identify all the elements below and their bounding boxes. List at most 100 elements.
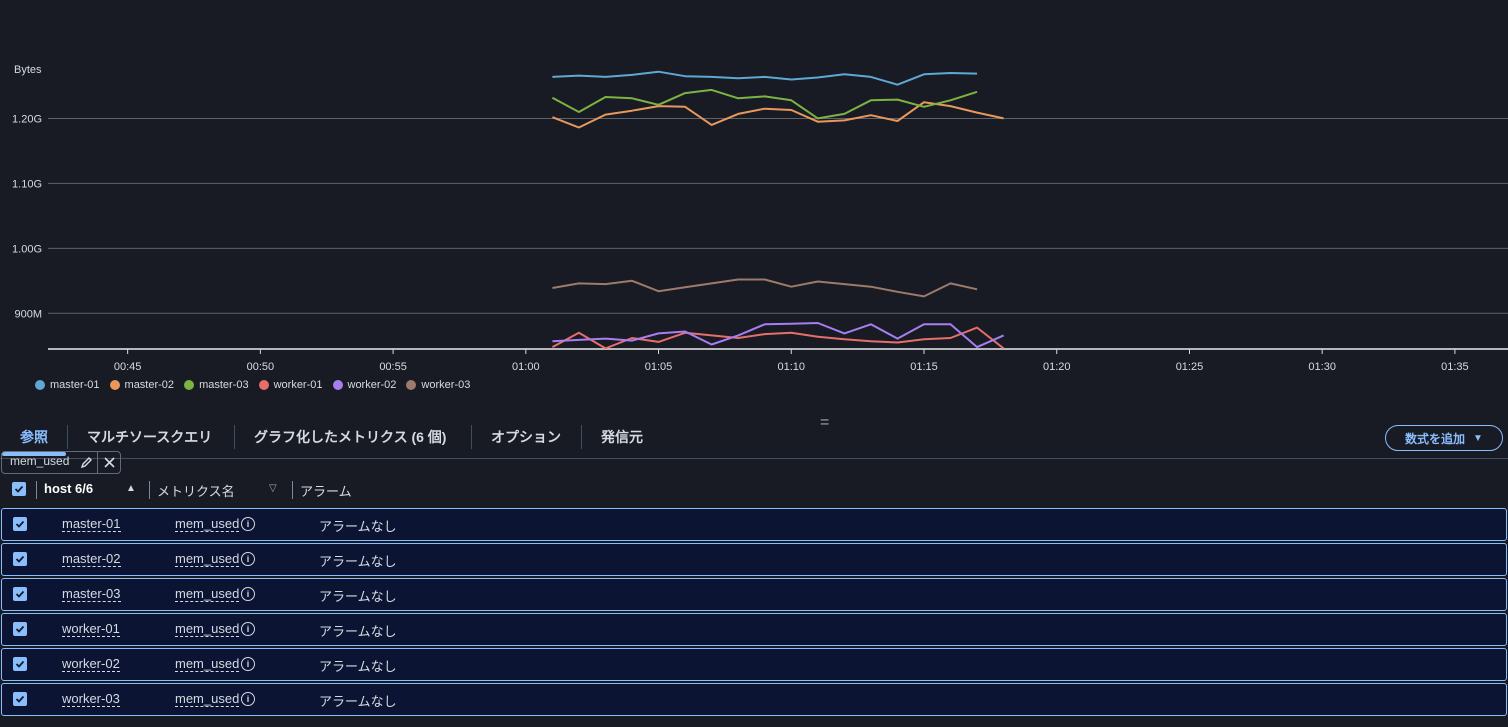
table-row[interactable]: worker-03 mem_used i アラームなし	[1, 683, 1507, 716]
legend-item-worker-02[interactable]: worker-02	[332, 379, 397, 391]
legend-swatch	[332, 380, 343, 390]
column-header-host[interactable]: host 6/6	[44, 481, 94, 496]
tab-bar: = 参照 マルチソースクエリ グラフ化したメトリクス (6 個) オプション 発…	[0, 414, 1508, 459]
x-tick-label: 01:15	[910, 361, 938, 373]
legend-label: master-03	[199, 379, 249, 391]
x-tick-label: 00:55	[379, 361, 407, 373]
column-divider	[292, 481, 293, 499]
y-axis-unit-label: Bytes	[14, 64, 42, 76]
legend-item-worker-03[interactable]: worker-03	[406, 379, 470, 391]
y-tick-label: 900M	[14, 308, 42, 320]
check-icon	[15, 695, 25, 703]
check-icon	[15, 520, 25, 528]
host-link[interactable]: master-02	[62, 551, 121, 567]
legend-label: worker-03	[421, 379, 471, 391]
host-link[interactable]: master-01	[62, 516, 121, 532]
alarm-status: アラームなし	[319, 589, 397, 604]
legend-swatch	[109, 380, 120, 390]
x-tick-label: 00:50	[247, 361, 275, 373]
table-row[interactable]: master-01 mem_used i アラームなし	[1, 508, 1507, 541]
column-divider	[149, 481, 150, 499]
close-icon[interactable]	[97, 452, 120, 473]
table-row[interactable]: master-02 mem_used i アラームなし	[1, 543, 1507, 576]
series-line-worker-03	[552, 278, 978, 298]
row-checkbox[interactable]	[13, 657, 27, 671]
table-row[interactable]: worker-01 mem_used i アラームなし	[1, 613, 1507, 646]
alarm-status: アラームなし	[319, 554, 397, 569]
tab-options[interactable]: オプション	[491, 429, 561, 445]
add-formula-label: 数式を追加	[1405, 431, 1466, 446]
check-icon	[15, 555, 25, 563]
legend-label: worker-02	[347, 379, 397, 391]
host-link[interactable]: master-03	[62, 586, 121, 602]
x-tick-label: 01:10	[778, 361, 806, 373]
caret-down-icon: ▼	[1473, 432, 1483, 444]
info-icon[interactable]: i	[241, 622, 255, 636]
x-tick-label: 01:00	[512, 361, 540, 373]
add-formula-button[interactable]: 数式を追加 ▼	[1385, 425, 1503, 451]
row-checkbox[interactable]	[13, 517, 27, 531]
series-line-master-01	[552, 70, 978, 86]
legend-swatch	[184, 380, 195, 390]
select-all-checkbox[interactable]	[12, 482, 26, 496]
resize-handle-icon[interactable]: =	[820, 414, 830, 431]
legend-item-worker-01[interactable]: worker-01	[258, 379, 323, 391]
row-checkbox[interactable]	[13, 692, 27, 706]
info-icon[interactable]: i	[241, 552, 255, 566]
info-icon[interactable]: i	[241, 692, 255, 706]
tab-divider	[581, 425, 582, 449]
legend-item-master-03[interactable]: master-03	[184, 379, 249, 391]
legend-label: master-02	[124, 379, 175, 391]
tab-graphed-metrics[interactable]: グラフ化したメトリクス (6 個)	[254, 429, 447, 445]
row-checkbox[interactable]	[13, 622, 27, 636]
triangle-up-icon[interactable]: ▲	[126, 483, 136, 494]
table-row[interactable]: worker-02 mem_used i アラームなし	[1, 648, 1507, 681]
series-line-worker-01	[551, 326, 1005, 349]
metric-name-link[interactable]: mem_used	[175, 516, 240, 532]
metric-name-link[interactable]: mem_used	[175, 691, 240, 707]
x-tick-label: 01:30	[1308, 361, 1336, 373]
check-icon	[15, 660, 25, 668]
check-icon	[14, 485, 24, 493]
info-icon[interactable]: i	[241, 517, 255, 531]
column-divider	[36, 481, 37, 499]
metric-name-link[interactable]: mem_used	[175, 551, 240, 567]
chart-legend: master-01 master-02 master-03 worker-01 work…	[35, 379, 470, 391]
legend-item-master-02[interactable]: master-02	[109, 379, 175, 391]
legend-item-master-01[interactable]: master-01	[35, 379, 100, 391]
host-link[interactable]: worker-01	[62, 621, 120, 637]
check-icon	[15, 590, 25, 598]
row-checkbox[interactable]	[13, 552, 27, 566]
active-tab-indicator	[2, 452, 66, 456]
metric-name-link[interactable]: mem_used	[175, 621, 240, 637]
alarm-status: アラームなし	[319, 519, 397, 534]
y-tick-label: 1.00G	[12, 243, 42, 255]
info-icon[interactable]: i	[241, 587, 255, 601]
table-header: host 6/6 ▲ メトリクス名 ▽ アラーム	[0, 478, 1508, 502]
tab-source[interactable]: 発信元	[601, 429, 643, 445]
metric-name-link[interactable]: mem_used	[175, 586, 240, 602]
row-checkbox[interactable]	[13, 587, 27, 601]
host-link[interactable]: worker-02	[62, 656, 120, 672]
alarm-status: アラームなし	[319, 624, 397, 639]
column-header-metric-name[interactable]: メトリクス名	[157, 484, 235, 499]
triangle-down-icon[interactable]: ▽	[269, 483, 277, 494]
info-icon[interactable]: i	[241, 657, 255, 671]
series-line-master-03	[551, 88, 978, 120]
legend-label: worker-01	[273, 379, 323, 391]
host-link[interactable]: worker-03	[62, 691, 120, 707]
x-tick-label: 01:25	[1176, 361, 1204, 373]
y-tick-label: 1.20G	[12, 113, 42, 125]
legend-label: master-01	[50, 379, 100, 391]
memory-line-chart: 900M 1.00G 1.10G 1.20G 00:45 00:50 00:55 01:00 0…	[12, 70, 1508, 373]
series-line-worker-02	[552, 322, 1005, 349]
tab-divider	[234, 425, 235, 449]
tab-multi-source-query[interactable]: マルチソースクエリ	[87, 429, 213, 445]
legend-swatch	[35, 380, 45, 390]
table-row[interactable]: master-03 mem_used i アラームなし	[1, 578, 1507, 611]
x-tick-label: 01:05	[645, 361, 673, 373]
tab-browse[interactable]: 参照	[20, 429, 48, 445]
series-line-master-02	[552, 101, 1004, 129]
metric-name-link[interactable]: mem_used	[175, 656, 240, 672]
pencil-icon[interactable]	[75, 452, 97, 473]
